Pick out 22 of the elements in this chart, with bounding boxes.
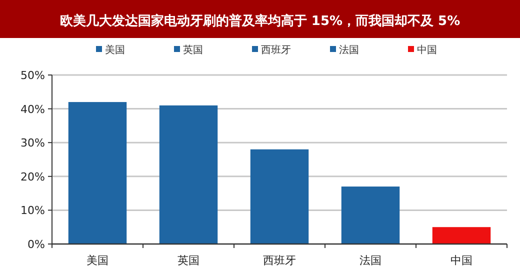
legend-label: 美国 xyxy=(105,44,125,56)
legend-label: 法国 xyxy=(339,44,359,56)
y-tick-label: 0% xyxy=(28,238,45,251)
x-tick-label: 西班牙 xyxy=(263,254,296,267)
x-tick-label: 美国 xyxy=(86,254,108,267)
legend-item: 中国 xyxy=(408,45,437,56)
x-tick-label: 英国 xyxy=(178,254,200,267)
legend-item: 法国 xyxy=(330,45,359,56)
y-tick-label: 50% xyxy=(20,69,45,82)
legend-label: 英国 xyxy=(183,44,203,56)
y-tick-label: 30% xyxy=(20,136,45,150)
y-tick-label: 10% xyxy=(20,204,45,218)
legend-item: 美国 xyxy=(96,45,125,56)
legend-item: 西班牙 xyxy=(252,45,291,56)
legend-item: 英国 xyxy=(174,45,203,56)
chart-title: 欧美几大发达国家电动牙刷的普及率均高于 15%，而我国却不及 5% xyxy=(60,13,460,29)
legend-label: 西班牙 xyxy=(261,44,291,56)
legend-label: 中国 xyxy=(417,44,437,56)
x-tick-label: 中国 xyxy=(450,254,472,267)
x-tick-label: 法国 xyxy=(360,254,382,267)
y-tick-label: 20% xyxy=(20,170,45,184)
y-tick-label: 40% xyxy=(20,102,45,116)
